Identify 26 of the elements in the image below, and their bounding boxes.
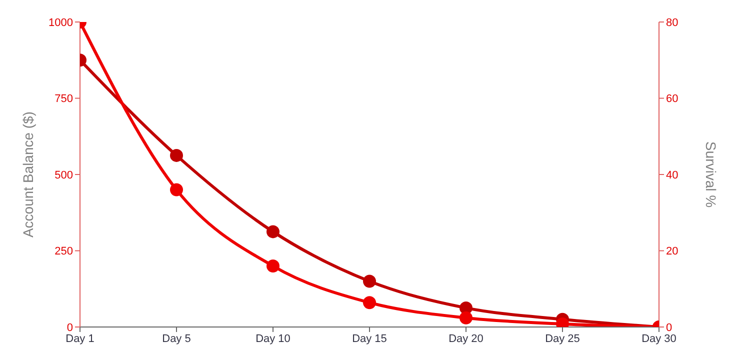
- point: [266, 225, 280, 238]
- y-tick-label: 0: [66, 322, 73, 334]
- y2-tick-label: 60: [666, 93, 678, 106]
- point: [363, 274, 376, 288]
- y2-tick-label: 0: [666, 322, 672, 334]
- y-tick-label: 500: [54, 169, 73, 182]
- y2-tick-label: 40: [666, 169, 678, 182]
- x-tick-label: Day 30: [642, 332, 676, 345]
- x-tick-label: Day 10: [256, 332, 290, 345]
- point: [170, 183, 183, 196]
- y-tick-label: 250: [54, 246, 73, 258]
- x-tick-label: Day 5: [162, 332, 191, 345]
- point: [266, 260, 280, 272]
- y2-tick-label: 20: [666, 246, 678, 258]
- y-tick-label: 750: [54, 93, 73, 106]
- x-tick-label: Day 1: [66, 332, 94, 345]
- y2-axis-title: Survival %: [703, 141, 720, 208]
- x-tick-label: Day 15: [352, 332, 387, 345]
- point: [363, 296, 376, 310]
- x-tick-label: Day 25: [545, 332, 580, 345]
- y-axis-title: Account Balance ($): [20, 111, 36, 238]
- y2-tick-label: 80: [666, 16, 678, 29]
- y-tick-label: 1000: [48, 16, 73, 29]
- point: [460, 311, 472, 324]
- x-tick-label: Day 20: [448, 332, 484, 345]
- point: [170, 148, 183, 162]
